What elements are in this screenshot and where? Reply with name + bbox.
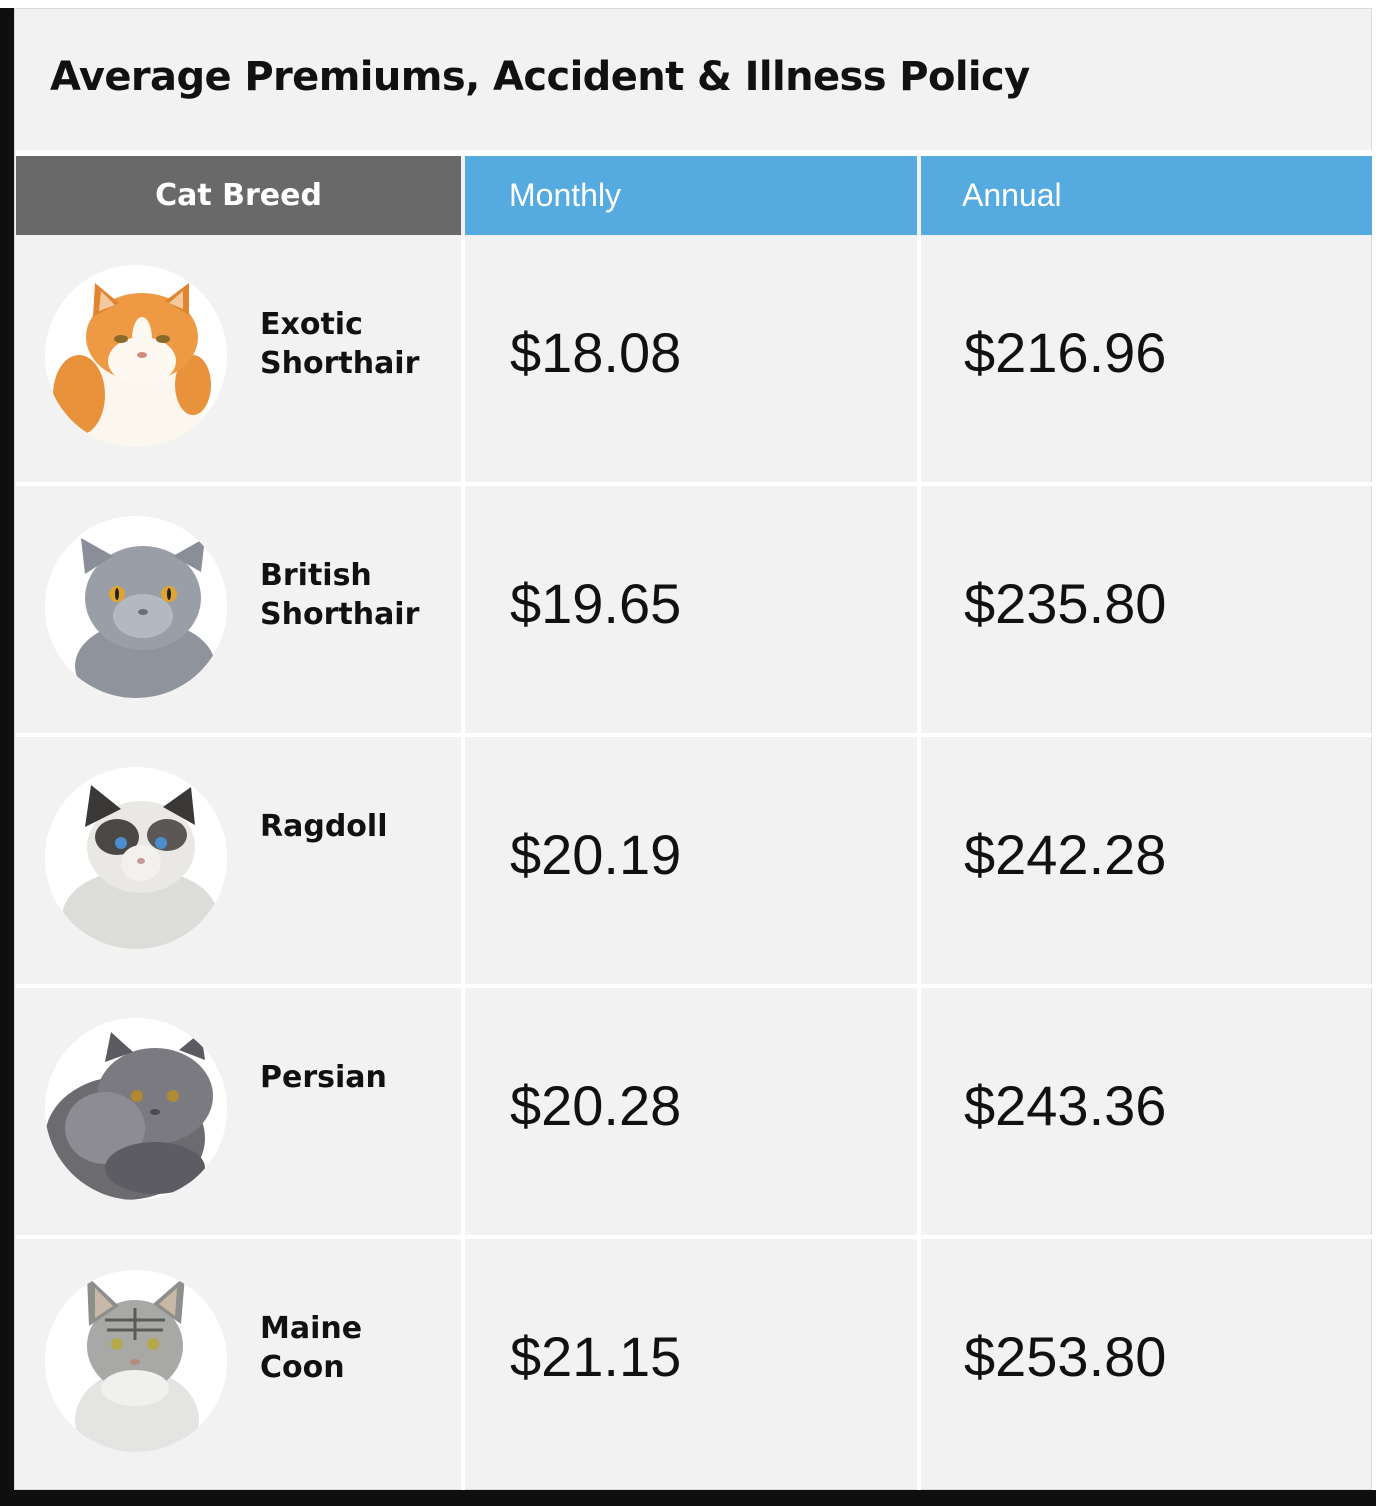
table-row: Maine Coon $21.15 $253.80 (16, 1239, 1372, 1486)
card-shadow-left (0, 8, 16, 1506)
annual-premium: $242.28 (964, 823, 1167, 886)
table-row: British Shorthair $19.65 $235.80 (16, 486, 1372, 733)
exotic-shorthair-photo-icon (45, 265, 227, 447)
monthly-premium: $18.08 (510, 321, 682, 384)
persian-photo-icon (45, 1018, 227, 1200)
table-title: Average Premiums, Accident & Illness Pol… (50, 54, 1030, 100)
annual-premium: $253.80 (964, 1325, 1167, 1388)
row-divider (16, 984, 1372, 988)
header-separator (16, 150, 1372, 156)
ragdoll-photo-icon (45, 767, 227, 949)
annual-premium: $235.80 (964, 572, 1167, 635)
annual-premium: $216.96 (964, 321, 1167, 384)
breed-name: Exotic Shorthair (260, 307, 420, 381)
annual-premium: $243.36 (964, 1074, 1167, 1137)
monthly-premium: $19.65 (510, 572, 682, 635)
row-divider (16, 733, 1372, 737)
row-divider (16, 1235, 1372, 1239)
column-divider (461, 235, 465, 1490)
column-header-monthly: Monthly (465, 156, 917, 235)
card-shadow-bottom (0, 1490, 1376, 1506)
row-divider (16, 482, 1372, 486)
breed-name: British Shorthair (260, 558, 420, 632)
maine-coon-photo-icon (45, 1270, 227, 1452)
table-row: Exotic Shorthair $18.08 $216.96 (16, 235, 1372, 482)
breed-name: Persian (260, 1060, 387, 1095)
column-header-annual: Annual (921, 156, 1372, 235)
card-background (14, 8, 1372, 1490)
breed-name: Maine Coon (260, 1311, 363, 1385)
table-row: Ragdoll $20.19 $242.28 (16, 737, 1372, 984)
monthly-premium: $20.28 (510, 1074, 682, 1137)
column-header-cat-breed: Cat Breed (16, 156, 461, 235)
monthly-premium: $20.19 (510, 823, 682, 886)
column-divider (917, 235, 921, 1490)
british-shorthair-photo-icon (45, 516, 227, 698)
monthly-premium: $21.15 (510, 1325, 682, 1388)
table-row: Persian $20.28 $243.36 (16, 988, 1372, 1235)
breed-name: Ragdoll (260, 809, 388, 844)
